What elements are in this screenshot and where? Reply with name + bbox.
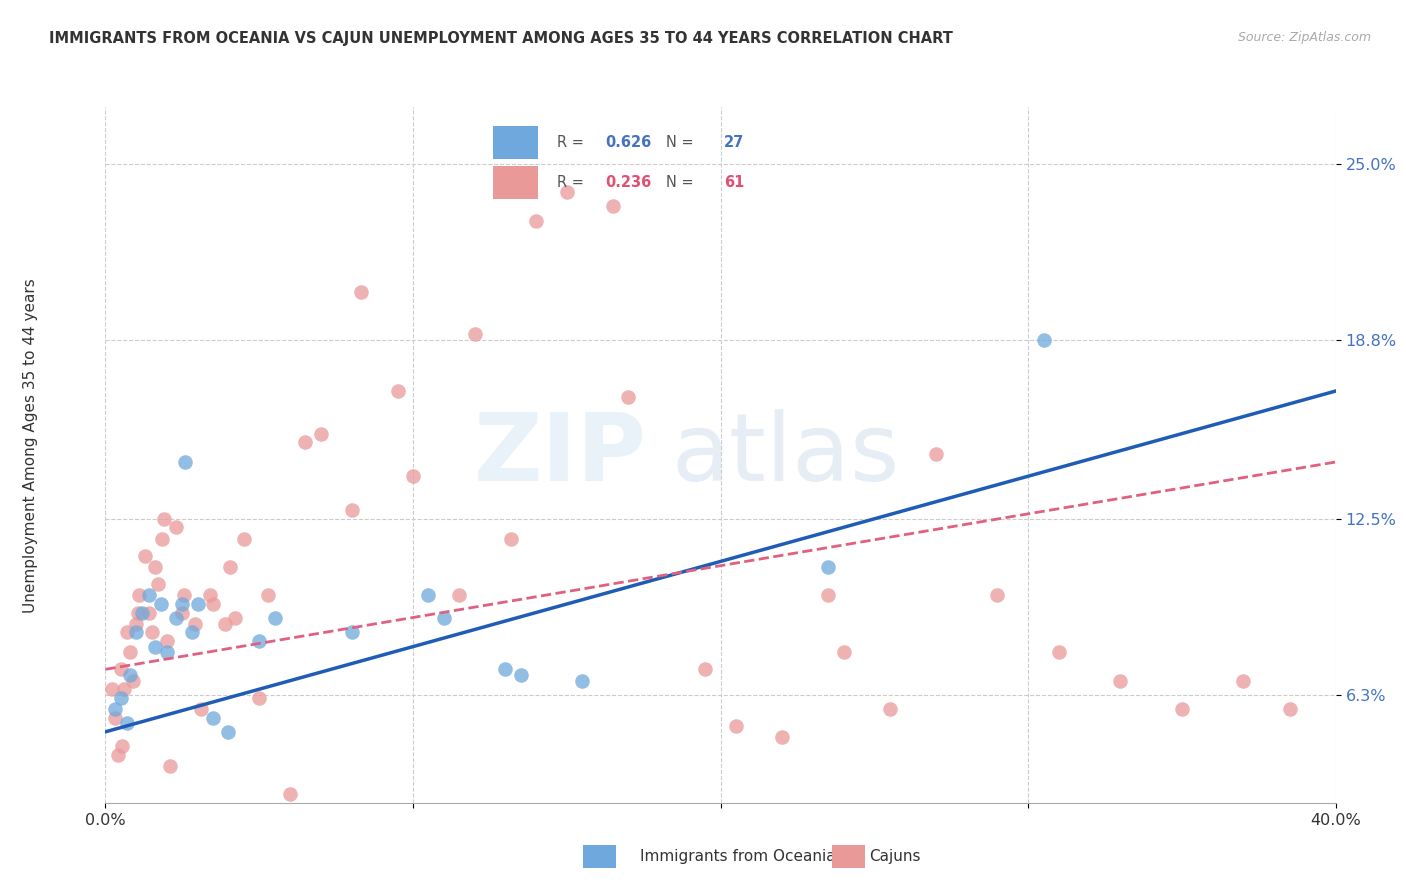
Point: [100, 682, 122, 697]
Point: [111, 739, 134, 753]
Point: [110, 690, 132, 705]
Point: [770, 731, 793, 745]
Point: [1278, 702, 1301, 716]
Point: [1032, 333, 1054, 347]
Point: [214, 616, 236, 631]
Point: [340, 503, 363, 517]
Point: [115, 625, 138, 640]
Point: [159, 759, 181, 773]
Point: [156, 645, 179, 659]
Point: [832, 645, 855, 659]
Point: [120, 668, 141, 682]
Point: [986, 589, 1008, 603]
Point: [183, 616, 205, 631]
Point: [602, 199, 624, 213]
Point: [278, 787, 301, 801]
Point: [115, 716, 138, 731]
Text: ZIP: ZIP: [474, 409, 647, 501]
Point: [340, 625, 363, 640]
Point: [120, 645, 141, 659]
Point: [125, 625, 148, 640]
Point: [174, 455, 197, 469]
Point: [1047, 645, 1070, 659]
Point: [180, 625, 202, 640]
Point: [1109, 673, 1132, 688]
Point: [232, 532, 254, 546]
Point: [617, 390, 640, 404]
Point: [153, 512, 176, 526]
Point: [172, 606, 194, 620]
Point: [294, 435, 316, 450]
Point: [817, 560, 839, 574]
Point: [219, 560, 242, 574]
Point: [134, 549, 156, 563]
Point: [150, 532, 173, 546]
Point: [141, 625, 163, 640]
Point: [112, 682, 135, 697]
Point: [127, 606, 149, 620]
Text: IMMIGRANTS FROM OCEANIA VS CAJUN UNEMPLOYMENT AMONG AGES 35 TO 44 YEARS CORRELAT: IMMIGRANTS FROM OCEANIA VS CAJUN UNEMPLO…: [49, 31, 953, 46]
Text: Source: ZipAtlas.com: Source: ZipAtlas.com: [1237, 31, 1371, 45]
Point: [187, 597, 209, 611]
Point: [190, 702, 212, 716]
Point: [309, 426, 332, 441]
Point: [143, 560, 166, 574]
Point: [122, 673, 145, 688]
Point: [1171, 702, 1194, 716]
Point: [125, 616, 148, 631]
Point: [257, 589, 280, 603]
Point: [110, 662, 132, 676]
Point: [202, 597, 225, 611]
Point: [149, 597, 172, 611]
Point: [202, 710, 225, 724]
Point: [524, 213, 547, 227]
Point: [555, 186, 578, 200]
Text: Immigrants from Oceania: Immigrants from Oceania: [640, 849, 835, 863]
Point: [104, 710, 127, 724]
Point: [224, 611, 246, 625]
Point: [925, 446, 948, 460]
Point: [138, 606, 160, 620]
Text: Unemployment Among Ages 35 to 44 years: Unemployment Among Ages 35 to 44 years: [24, 278, 38, 614]
Point: [449, 589, 471, 603]
Point: [494, 662, 516, 676]
Point: [146, 577, 169, 591]
Point: [501, 532, 523, 546]
Point: [571, 673, 593, 688]
Point: [724, 719, 747, 733]
Point: [402, 469, 425, 483]
Point: [107, 747, 129, 762]
Point: [131, 606, 153, 620]
Point: [173, 589, 195, 603]
Point: [433, 611, 456, 625]
Text: Cajuns: Cajuns: [869, 849, 921, 863]
Point: [198, 589, 221, 603]
Point: [387, 384, 409, 398]
Point: [350, 285, 373, 299]
Point: [817, 589, 839, 603]
Point: [138, 589, 160, 603]
Point: [172, 597, 194, 611]
Point: [418, 589, 440, 603]
Text: atlas: atlas: [672, 409, 900, 501]
Point: [247, 634, 270, 648]
Point: [165, 611, 187, 625]
Point: [143, 640, 166, 654]
Point: [128, 589, 150, 603]
Point: [263, 611, 285, 625]
Point: [695, 662, 717, 676]
Point: [104, 702, 127, 716]
Point: [1232, 673, 1254, 688]
Point: [218, 724, 240, 739]
Point: [879, 702, 901, 716]
Point: [165, 520, 187, 534]
Point: [247, 690, 270, 705]
Point: [156, 634, 179, 648]
Point: [509, 668, 531, 682]
Point: [464, 327, 486, 342]
